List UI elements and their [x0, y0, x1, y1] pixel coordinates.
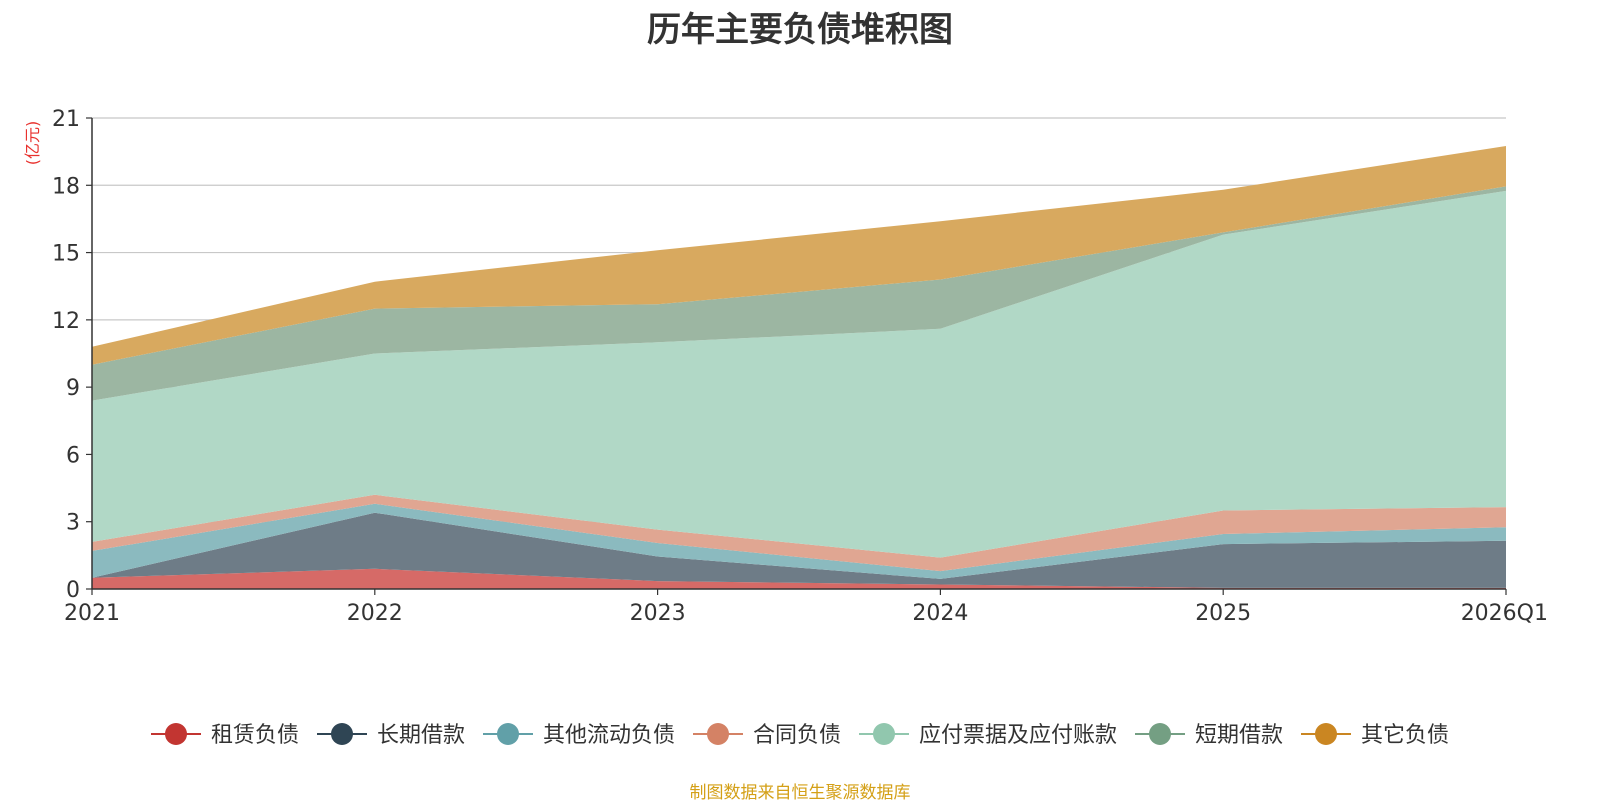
legend-label: 合同负债	[753, 723, 841, 748]
legend-label: 短期借款	[1195, 723, 1283, 748]
area-series	[92, 146, 1506, 589]
y-tick-label: 18	[52, 174, 80, 199]
area-series-6	[92, 146, 1506, 365]
x-tick-label: 2023	[630, 601, 686, 626]
legend-item-1[interactable]: 长期借款	[317, 723, 465, 748]
y-tick-label: 0	[66, 578, 80, 603]
y-unit-label: (亿元)	[23, 121, 42, 166]
area-series-2	[92, 503, 1506, 579]
legend-item-6[interactable]: 其它负债	[1301, 723, 1449, 748]
legend-marker	[165, 723, 187, 745]
legend-marker	[873, 723, 895, 745]
area-series-3	[92, 494, 1506, 572]
legend-label: 其它负债	[1361, 723, 1449, 748]
x-tick-label: 2022	[347, 601, 403, 626]
legend-item-0[interactable]: 租赁负债	[151, 723, 299, 748]
legend-label: 应付票据及应付账款	[919, 723, 1117, 748]
area-series-5	[92, 186, 1506, 401]
legend: 租赁负债 长期借款 其他流动负债 合同负债 应付票据及应付账款 短期借款 其它负债	[151, 723, 1449, 748]
y-tick-labels: 0 3 6 9 12 15 18 21	[52, 107, 92, 603]
legend-marker	[707, 723, 729, 745]
y-tick-label: 15	[52, 242, 80, 267]
y-tick-label: 3	[66, 511, 80, 536]
legend-item-2[interactable]: 其他流动负债	[483, 723, 675, 748]
y-tick-label: 6	[66, 443, 80, 468]
area-series-0	[92, 568, 1506, 589]
axes	[91, 118, 1506, 590]
source-note: 制图数据来自恒生聚源数据库	[689, 783, 911, 803]
legend-marker	[1315, 723, 1337, 745]
legend-label: 长期借款	[377, 723, 465, 748]
x-tick-label: 2024	[912, 601, 968, 626]
area-series-1	[92, 512, 1506, 588]
y-tick-label: 9	[66, 376, 80, 401]
area-series-4	[92, 190, 1506, 558]
x-tick-label: 2021	[64, 601, 120, 626]
legend-item-4[interactable]: 应付票据及应付账款	[859, 723, 1117, 748]
x-tick-labels: 2021 2022 2023 2024 2025 2026Q1	[64, 589, 1548, 626]
chart-title: 历年主要负债堆积图	[647, 10, 953, 50]
legend-marker	[1149, 723, 1171, 745]
x-tick-label: 2025	[1195, 601, 1251, 626]
y-tick-label: 12	[52, 309, 80, 334]
legend-marker	[331, 723, 353, 745]
legend-label: 租赁负债	[211, 723, 299, 748]
legend-marker	[497, 723, 519, 745]
legend-label: 其他流动负债	[543, 723, 675, 748]
legend-item-5[interactable]: 短期借款	[1135, 723, 1283, 748]
y-tick-label: 21	[52, 107, 80, 132]
legend-item-3[interactable]: 合同负债	[693, 723, 841, 748]
x-tick-label: 2026Q1	[1461, 601, 1548, 626]
